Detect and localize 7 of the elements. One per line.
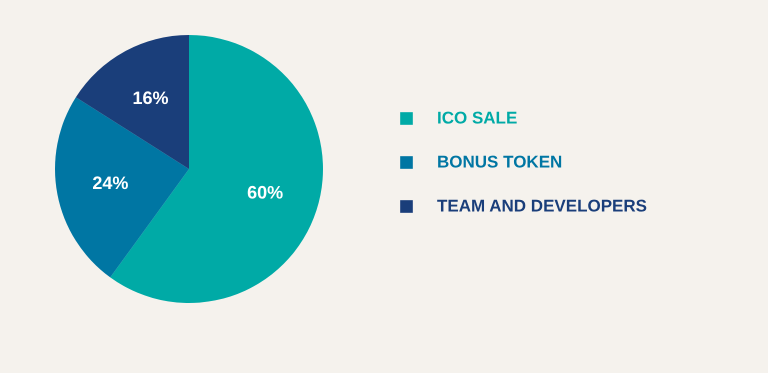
data-label: 60% [247,182,284,203]
data-label: 24% [92,172,128,193]
legend-label: TEAM AND DEVELOPERS [437,196,648,216]
pie-slice [76,35,189,169]
data-label: 16% [132,88,168,108]
legend-label: ICO SALE [437,108,518,128]
legend-label: BONUS TOKEN [437,152,562,172]
